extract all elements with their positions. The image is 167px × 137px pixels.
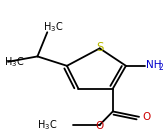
Text: O: O	[142, 112, 150, 122]
Text: 2: 2	[159, 63, 163, 72]
Text: $\mathregular{H_3C}$: $\mathregular{H_3C}$	[43, 20, 63, 34]
Text: NH: NH	[146, 60, 162, 70]
Text: S: S	[96, 41, 103, 54]
Text: $\mathregular{H_3C}$: $\mathregular{H_3C}$	[4, 56, 25, 69]
Text: $\mathregular{H_3C}$: $\mathregular{H_3C}$	[37, 118, 57, 132]
Text: O: O	[95, 121, 104, 131]
